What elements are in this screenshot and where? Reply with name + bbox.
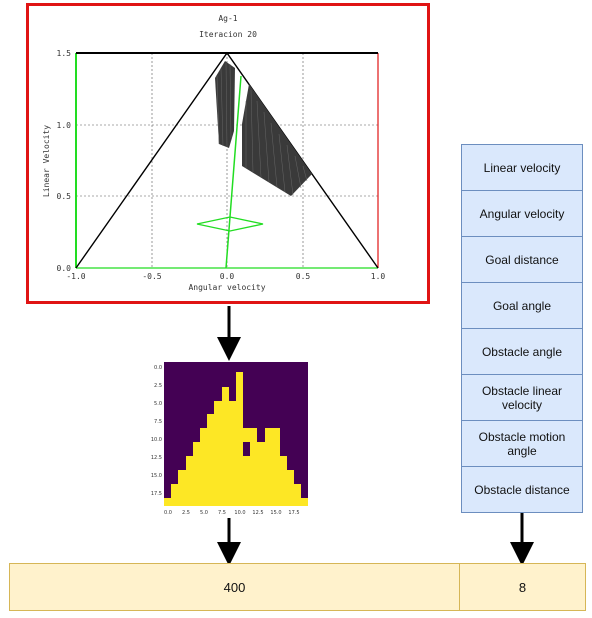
svg-text:5.0: 5.0: [154, 401, 162, 407]
obstacle-shape-right: [242, 84, 312, 196]
feature-obstacle-motion-angle: Obstacle motion angle: [461, 420, 583, 467]
svg-text:17.5: 17.5: [288, 510, 299, 516]
velocity-triangle: [75, 51, 379, 269]
occupancy-heatmap: 0.0 2.5 5.0 7.5 10.0 12.5 15.0 17.5 0.0 …: [151, 362, 308, 516]
heatmap-yticks: 0.0 2.5 5.0 7.5 10.0 12.5 15.0 17.5: [151, 365, 162, 497]
x-tick: 1.0: [371, 272, 386, 281]
plot-title: Ag-1: [218, 14, 238, 23]
velocity-plot: -1.0 -0.5 0.0 0.5 1.0 0.0 0.5 1.0 1.5 An…: [42, 49, 386, 292]
bar-segment-8: 8: [459, 563, 586, 611]
svg-text:12.5: 12.5: [151, 455, 162, 461]
x-tick: -0.5: [142, 272, 161, 281]
y-axis-label: Linear Velocity: [42, 125, 51, 197]
svg-text:2.5: 2.5: [154, 383, 162, 389]
svg-text:12.5: 12.5: [252, 510, 263, 516]
x-tick: -1.0: [66, 272, 85, 281]
feature-obstacle-linear-velocity: Obstacle linear velocity: [461, 374, 583, 421]
bar-segment-400: 400: [9, 563, 460, 611]
svg-text:10.0: 10.0: [234, 510, 245, 516]
heatmap-fill: [164, 372, 308, 506]
velocity-diamond: [196, 216, 264, 232]
svg-text:15.0: 15.0: [151, 473, 162, 479]
x-tick: 0.0: [220, 272, 235, 281]
y-tick: 0.5: [57, 192, 72, 201]
svg-text:15.0: 15.0: [270, 510, 281, 516]
svg-text:7.5: 7.5: [218, 510, 226, 516]
feature-list: Linear velocity Angular velocity Goal di…: [461, 144, 583, 513]
svg-text:0.0: 0.0: [164, 510, 172, 516]
heatmap-xticks: 0.0 2.5 5.0 7.5 10.0 12.5 15.0 17.5: [164, 510, 300, 516]
y-tick: 0.0: [57, 264, 72, 273]
velocity-plot-frame: Ag-1 Iteracion 20: [26, 3, 430, 304]
feature-goal-distance: Goal distance: [461, 236, 583, 283]
x-axis-label: Angular velocity: [188, 283, 265, 292]
feature-obstacle-angle: Obstacle angle: [461, 328, 583, 375]
y-tick: 1.5: [57, 49, 72, 58]
obstacle-hatching: [216, 62, 308, 196]
y-tick: 1.0: [57, 121, 72, 130]
svg-text:5.0: 5.0: [200, 510, 208, 516]
svg-text:7.5: 7.5: [154, 419, 162, 425]
velocity-line: [225, 75, 242, 269]
x-tick: 0.5: [296, 272, 311, 281]
svg-text:2.5: 2.5: [182, 510, 190, 516]
svg-text:17.5: 17.5: [151, 491, 162, 497]
feature-angular-velocity: Angular velocity: [461, 190, 583, 237]
feature-obstacle-distance: Obstacle distance: [461, 466, 583, 513]
obstacle-shape-left: [215, 61, 235, 148]
svg-text:10.0: 10.0: [151, 437, 162, 443]
svg-text:0.0: 0.0: [154, 365, 162, 371]
feature-linear-velocity: Linear velocity: [461, 144, 583, 191]
plot-subtitle: Iteracion 20: [199, 30, 257, 39]
feature-goal-angle: Goal angle: [461, 282, 583, 329]
